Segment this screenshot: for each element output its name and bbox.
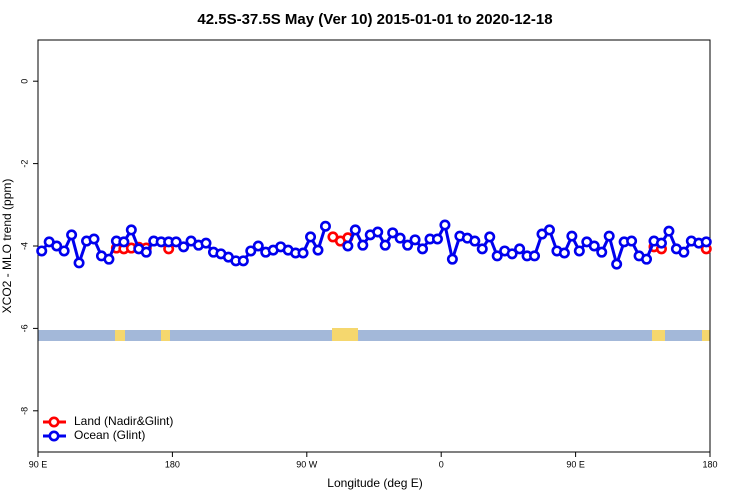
data-point [700, 236, 712, 248]
y-tick-label: -8 [19, 407, 29, 415]
x-tick-label: 0 [439, 459, 444, 469]
data-point [558, 247, 570, 259]
data-point [655, 237, 667, 249]
data-point [491, 250, 503, 262]
data-point [357, 239, 369, 251]
data-point [200, 237, 212, 249]
data-point [252, 240, 264, 252]
data-point [140, 246, 152, 258]
x-tick-label: 90 E [566, 459, 585, 469]
legend-marker [48, 416, 60, 428]
data-point [125, 224, 137, 236]
data-point [611, 258, 623, 270]
data-point [469, 235, 481, 247]
data-point [387, 227, 399, 239]
data-point [349, 224, 361, 236]
y-tick-label: -6 [19, 324, 29, 332]
data-point [170, 236, 182, 248]
data-point [476, 243, 488, 255]
data-point [73, 257, 85, 269]
data-point [88, 233, 100, 245]
data-point [543, 224, 555, 236]
land-patch [702, 330, 710, 341]
x-tick-label: 180 [165, 459, 180, 469]
chart-title: 42.5S-37.5S May (Ver 10) 2015-01-01 to 2… [197, 11, 552, 28]
legend-marker [48, 430, 60, 442]
data-point [663, 225, 675, 237]
y-axis-label: XCO2 - MLO trend (ppm) [0, 179, 14, 314]
data-point [678, 246, 690, 258]
data-point [103, 253, 115, 265]
data-point [237, 255, 249, 267]
data-point [506, 248, 518, 260]
data-point [51, 240, 63, 252]
surface-band [38, 328, 710, 341]
y-tick-label: -2 [19, 160, 29, 168]
data-point [245, 245, 257, 257]
land-patch [161, 330, 170, 341]
data-point [305, 231, 317, 243]
data-point [446, 253, 458, 265]
data-point [379, 239, 391, 251]
data-point [566, 230, 578, 242]
data-point [484, 231, 496, 243]
data-point [394, 232, 406, 244]
data-point [514, 243, 526, 255]
data-point [297, 247, 309, 259]
data-point [342, 240, 354, 252]
data-point [626, 235, 638, 247]
land-patch [332, 328, 358, 341]
data-point [641, 253, 653, 265]
x-tick-label: 90 E [29, 459, 48, 469]
data-point [603, 230, 615, 242]
x-tick-label: 90 W [296, 459, 318, 469]
data-point [319, 220, 331, 232]
data-point [439, 219, 451, 231]
data-point [118, 236, 130, 248]
data-point [372, 226, 384, 238]
data-point [312, 244, 324, 256]
data-point [178, 241, 190, 253]
data-point [36, 245, 48, 257]
data-point [417, 243, 429, 255]
land-patch [652, 330, 665, 341]
data-point [596, 246, 608, 258]
x-axis-label: Longitude (deg E) [327, 476, 422, 490]
data-point [66, 229, 78, 241]
data-point [431, 233, 443, 245]
data-point [529, 250, 541, 262]
legend-label: Land (Nadir&Glint) [74, 414, 173, 428]
y-tick-label: -4 [19, 242, 29, 250]
data-point [573, 245, 585, 257]
data-point [409, 234, 421, 246]
data-point [402, 239, 414, 251]
land-patch [115, 330, 125, 341]
data-point [58, 245, 70, 257]
x-tick-label: 180 [702, 459, 717, 469]
legend-label: Ocean (Glint) [74, 428, 145, 442]
data-point [588, 240, 600, 252]
y-tick-label: 0 [19, 79, 29, 84]
ocean-band [38, 330, 710, 341]
